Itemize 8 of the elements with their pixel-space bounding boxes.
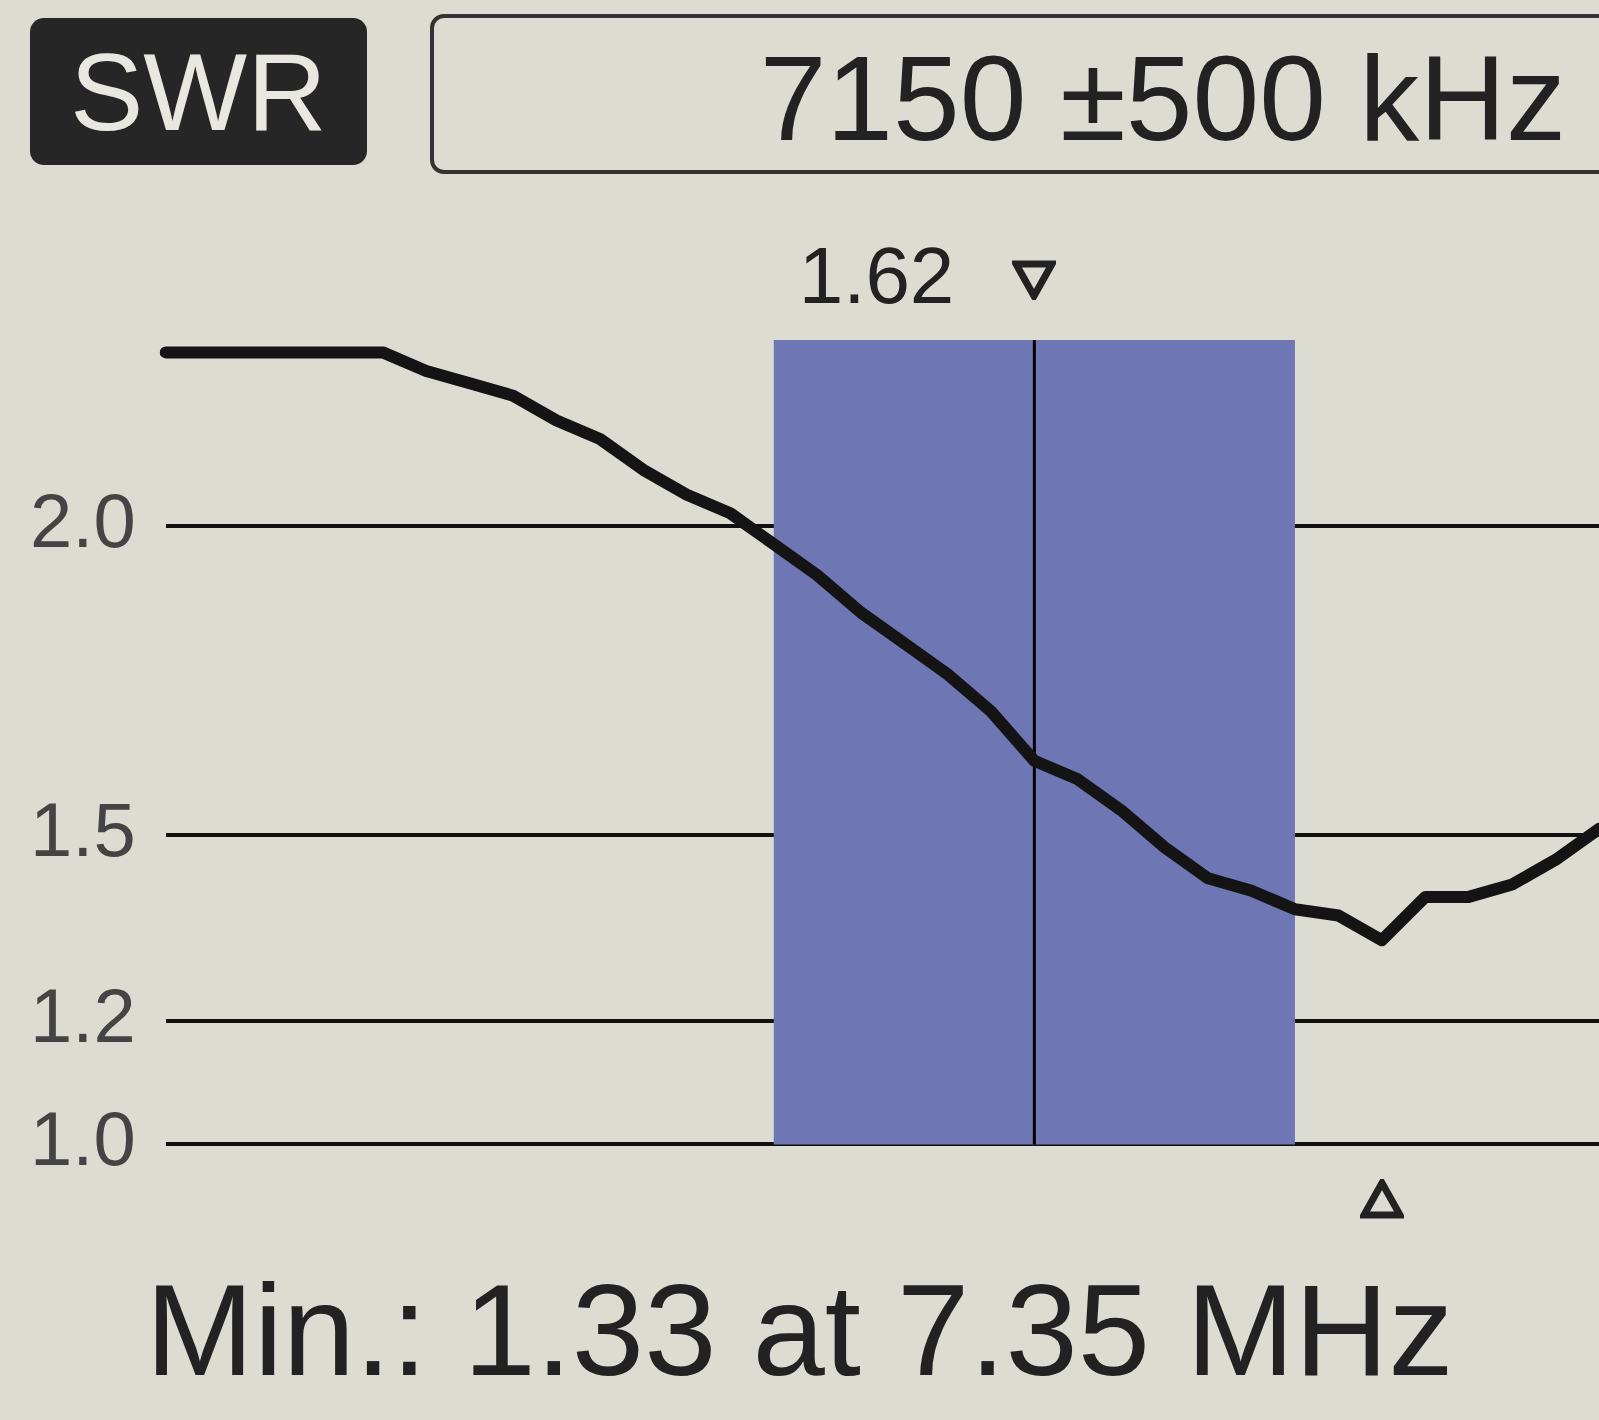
y-tick-label: 1.5	[29, 786, 136, 872]
text: 1.62	[798, 230, 955, 322]
y-tick-label: 1.2	[29, 972, 136, 1058]
chart-subtitle: 7150 ±500 kHz	[430, 14, 1599, 174]
y-tick-label: 2.0	[29, 477, 136, 563]
text: Min.: 1.33 at 7.35 MHz	[144, 1256, 1455, 1405]
y-tick-label: 1.0	[29, 1096, 136, 1182]
chart-title: SWR	[30, 18, 367, 165]
